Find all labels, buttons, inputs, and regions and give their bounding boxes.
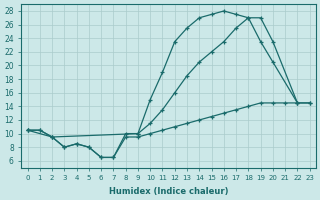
X-axis label: Humidex (Indice chaleur): Humidex (Indice chaleur): [109, 187, 228, 196]
